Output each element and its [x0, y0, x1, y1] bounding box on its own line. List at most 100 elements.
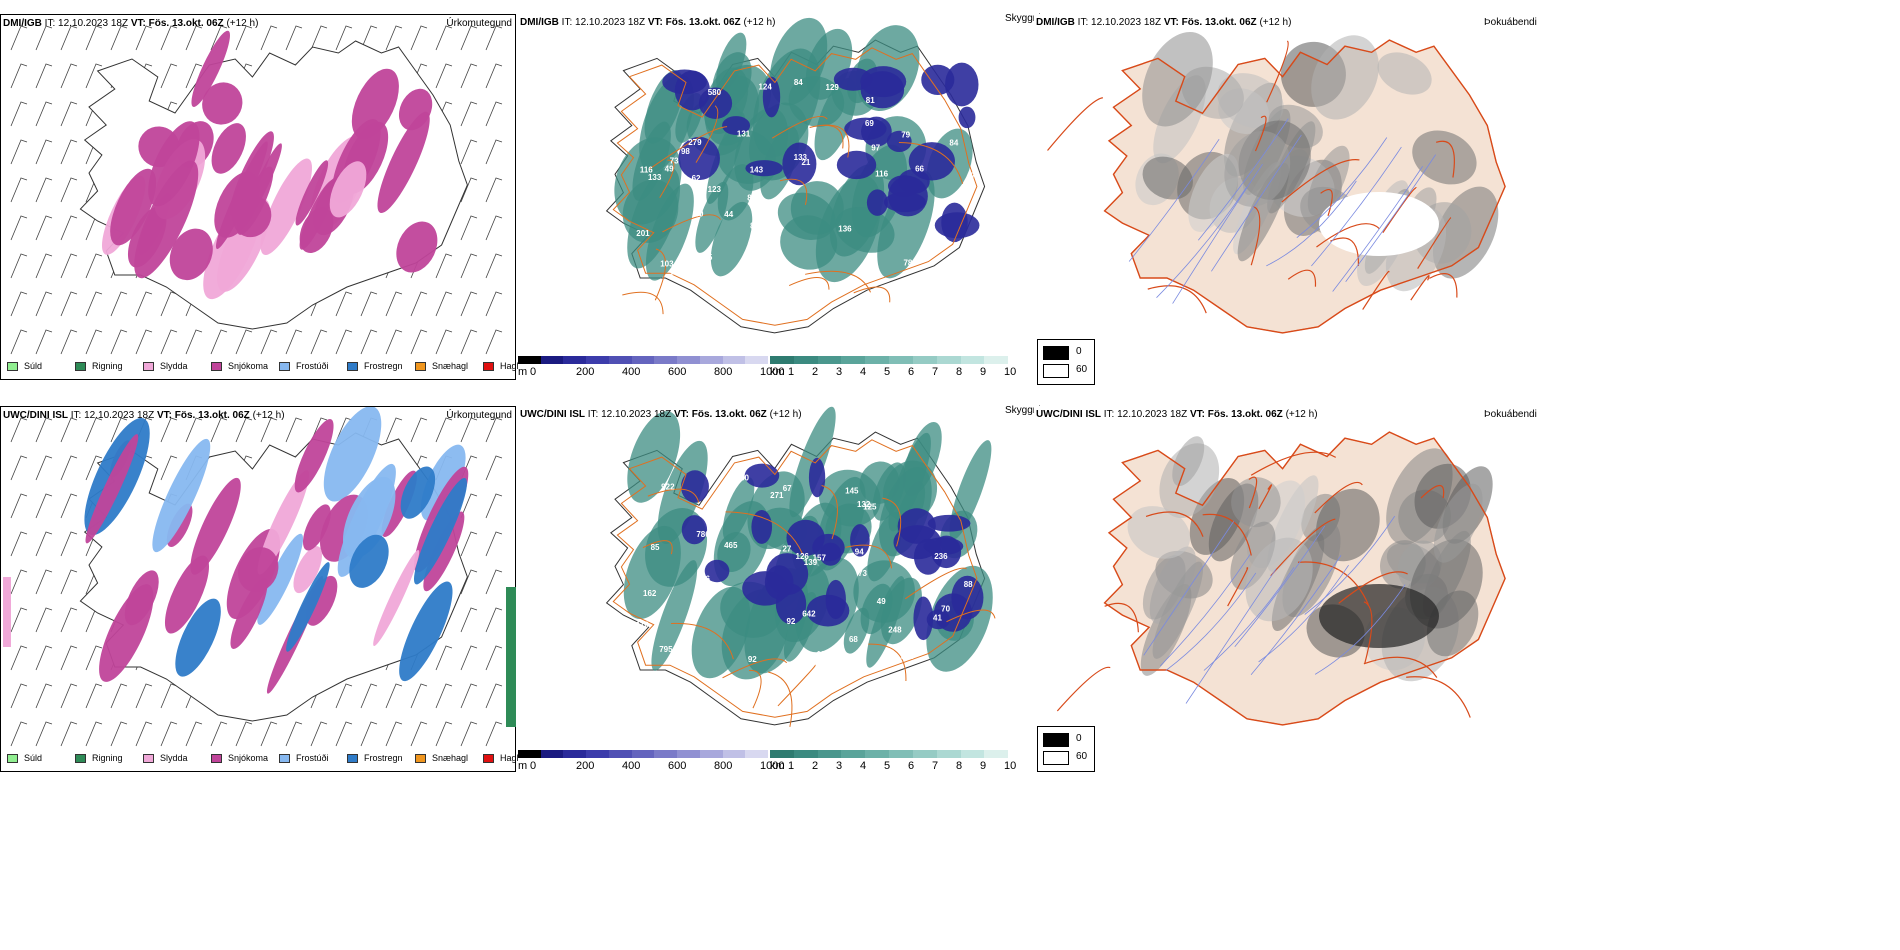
cloud-base-value: 157: [670, 268, 684, 277]
legend-label: Frostúði: [296, 361, 329, 371]
colorbar-segment: [1008, 356, 1034, 364]
legend-label: Snæhagl: [432, 753, 469, 763]
colorbar-tick: 5: [884, 760, 891, 772]
cloud-base-value: 27: [782, 544, 791, 553]
colorbar-segment: [722, 750, 746, 758]
cloud-base-colorbar-m: m 0 200 400 600 800 1000: [518, 356, 784, 378]
colorbar-segment: [793, 750, 820, 758]
cloud-base-value: 21: [801, 158, 810, 167]
legend-item-snæhagl: Snæhagl: [415, 361, 483, 371]
colorbar-segment: [654, 356, 678, 364]
colorbar-tick: 800: [714, 760, 733, 772]
legend-label: Rigning: [92, 361, 123, 371]
legend-swatch: [347, 753, 358, 763]
cloud-base-value: 84: [949, 139, 958, 148]
cloud-base-value: 70: [941, 605, 950, 614]
legend-label: Haglél: [500, 753, 526, 763]
colorbar-segment: [984, 750, 1010, 758]
cloud-base-value: 140: [964, 249, 978, 258]
cloud-base-value: 207: [818, 667, 832, 676]
colorbar-tick: 1000: [760, 366, 785, 378]
panel-header: UWC/DINI ISL IT: 12.10.2023 18Z VT: Fös.…: [520, 409, 802, 420]
legend-label: Frostúði: [296, 753, 329, 763]
colorbar-segment: [770, 356, 796, 364]
cloud-base-value: 642: [802, 610, 816, 619]
cloud-base-value: 795: [659, 645, 673, 654]
cloud-base-value: 139: [804, 558, 818, 567]
cloud-base-value: 92: [786, 617, 795, 626]
colorbar-segment: [770, 750, 796, 758]
colorbar-tick: 5: [884, 366, 891, 378]
cloud-base-value: 465: [724, 541, 738, 550]
colorbar-tick: 10: [1004, 366, 1017, 378]
colorbar-segment: [563, 750, 587, 758]
legend-swatch: [415, 753, 426, 763]
colorbar-segment: [865, 356, 891, 364]
colorbar-segment: [793, 356, 820, 364]
legend-swatch: [279, 753, 290, 763]
panel-header: DMI/IGB IT: 12.10.2023 18Z VT: Fös. 13.o…: [1036, 17, 1292, 28]
colorbar-segment: [586, 356, 610, 364]
legend-swatch: [75, 361, 86, 371]
fog-low-swatch: [1043, 364, 1069, 378]
colorbar-segment: [518, 750, 542, 758]
precip-type-panel-dmi: DMI/IGB IT: 12.10.2023 18Z VT: Fös. 13.o…: [0, 14, 526, 380]
cloud-base-value: 125: [863, 503, 877, 512]
colorbar-tick: 8: [956, 760, 963, 772]
colorbar-segment: [936, 750, 963, 758]
cloud-base-value: 201: [636, 229, 650, 238]
cloud-base-value: 131: [737, 130, 751, 139]
cloud-base-value: 98: [681, 147, 690, 156]
cloud-base-value: 69: [865, 119, 874, 128]
legend-swatch: [483, 361, 494, 371]
cloud-base-value: 92: [748, 655, 757, 664]
colorbar-segment: [699, 750, 724, 758]
cloud-base-value: 67: [783, 484, 792, 493]
colorbar-segment: [722, 356, 746, 364]
colorbar-segment: [960, 750, 986, 758]
legend-item-súld: Súld: [7, 361, 75, 371]
legend-swatch: [143, 753, 154, 763]
cloud-base-value: 110: [636, 620, 649, 629]
cloud-base-value: 78: [903, 259, 912, 268]
cloud-base-value: 71: [792, 667, 801, 676]
legend-label: Frostregn: [364, 753, 403, 763]
panel-header: DMI/IGB IT: 12.10.2023 18Z VT: Fös. 13.o…: [3, 18, 259, 29]
colorbar-segment: [518, 356, 542, 364]
cloud-base-value: 580: [708, 88, 722, 97]
colorbar-tick: 9: [980, 366, 987, 378]
cloud-base-value: 162: [643, 589, 657, 598]
colorbar-segment: [1008, 750, 1034, 758]
cloud-base-value: 81: [866, 96, 875, 105]
cloud-base-value: 44: [724, 210, 733, 219]
cloud-base-value: 41: [933, 613, 942, 622]
cloud-base-value: 305: [901, 652, 915, 661]
colorbar-segment: [745, 750, 769, 758]
legend-label: Snjókoma: [228, 361, 269, 371]
legend-item-frostúði: Frostúði: [279, 753, 347, 763]
colorbar-unit: km: [770, 366, 785, 378]
precip-type-map: [10, 25, 503, 355]
colorbar-segment: [608, 750, 633, 758]
cloud-base-value: 88: [789, 662, 798, 671]
colorbar-tick: 400: [622, 760, 641, 772]
panel-title: Þokuábendi: [1484, 17, 1537, 28]
cloud-base-value: 248: [888, 625, 902, 634]
fog-high-label: 0: [1076, 346, 1082, 357]
colorbar-segment: [841, 750, 867, 758]
legend-item-haglél: Haglél: [483, 753, 551, 763]
panel-title: Þokuábendi: [1484, 409, 1537, 420]
cloud-base-value: 786: [696, 530, 710, 539]
legend-swatch: [347, 361, 358, 371]
colorbar-segment: [631, 750, 655, 758]
colorbar-segment: [889, 356, 915, 364]
cloud-base-value: 103: [660, 260, 674, 269]
legend-item-slydda: Slydda: [143, 753, 211, 763]
cloud-base-value: 123: [708, 185, 722, 194]
cloud-base-panel-dini: 145 271 126 110 92 92 49 465 795 922 786 162 27 198 15…: [518, 405, 1041, 772]
cloud-base-value: 181: [674, 649, 688, 658]
legend-item-slydda: Slydda: [143, 361, 211, 371]
cloud-base-value: 922: [661, 483, 675, 492]
colorbar-segment: [540, 750, 564, 758]
colorbar-tick: 200: [576, 366, 595, 378]
